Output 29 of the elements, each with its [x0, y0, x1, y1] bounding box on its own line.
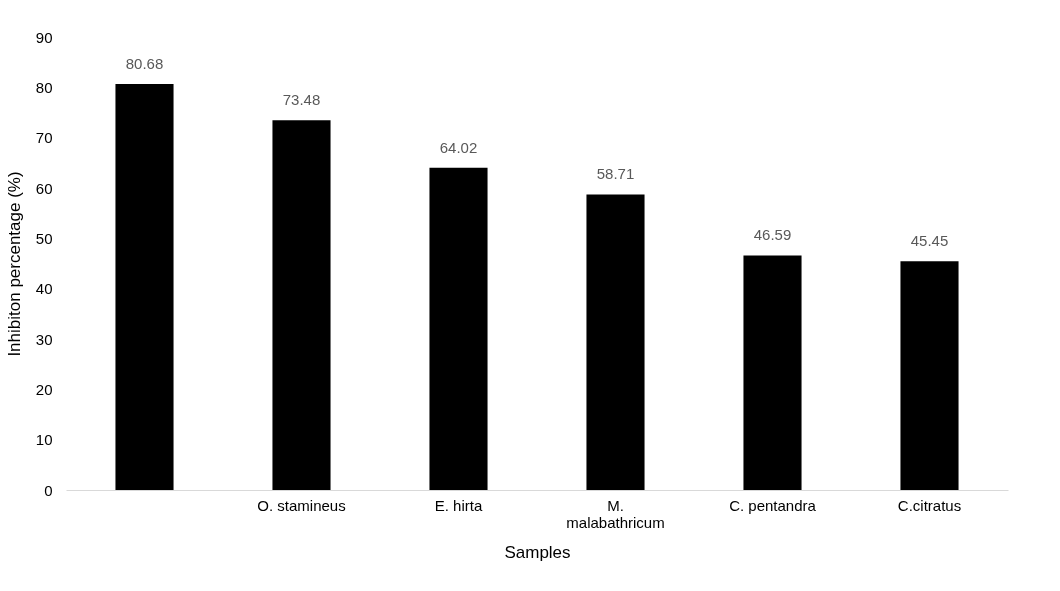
x-axis-title: Samples [504, 542, 571, 562]
data-label: 46.59 [753, 226, 792, 244]
data-label: 45.45 [910, 232, 949, 250]
bar [743, 255, 802, 490]
y-tick-label: 70 [35, 129, 53, 147]
y-tick-label: 20 [35, 380, 53, 398]
bar [586, 194, 645, 490]
y-tick-label: 90 [35, 28, 53, 46]
y-axis-title: Inhibiton percentage (%) [4, 171, 24, 357]
x-tick-label: C.citratus [897, 496, 962, 514]
data-label: 58.71 [596, 165, 635, 183]
x-tick-label: E. hirta [434, 496, 483, 514]
data-label: 73.48 [282, 91, 321, 109]
y-tick-label: 30 [35, 330, 53, 348]
bar [115, 83, 174, 490]
bar [272, 120, 331, 490]
x-tick-label: C. pentandra [729, 496, 817, 514]
y-tick-label: 10 [35, 431, 53, 449]
data-label: 80.68 [125, 54, 164, 72]
x-tick-label: M. malabathricum [566, 496, 665, 531]
data-label: 64.02 [439, 138, 478, 156]
y-tick-label: 60 [35, 179, 53, 197]
bar [429, 167, 488, 490]
y-tick-label: 40 [35, 280, 53, 298]
y-tick-label: 80 [35, 78, 53, 96]
y-tick-label: 50 [35, 229, 53, 247]
x-tick-label: O. stamineus [257, 496, 346, 514]
y-tick-label: 0 [44, 481, 53, 499]
bar [900, 261, 959, 490]
